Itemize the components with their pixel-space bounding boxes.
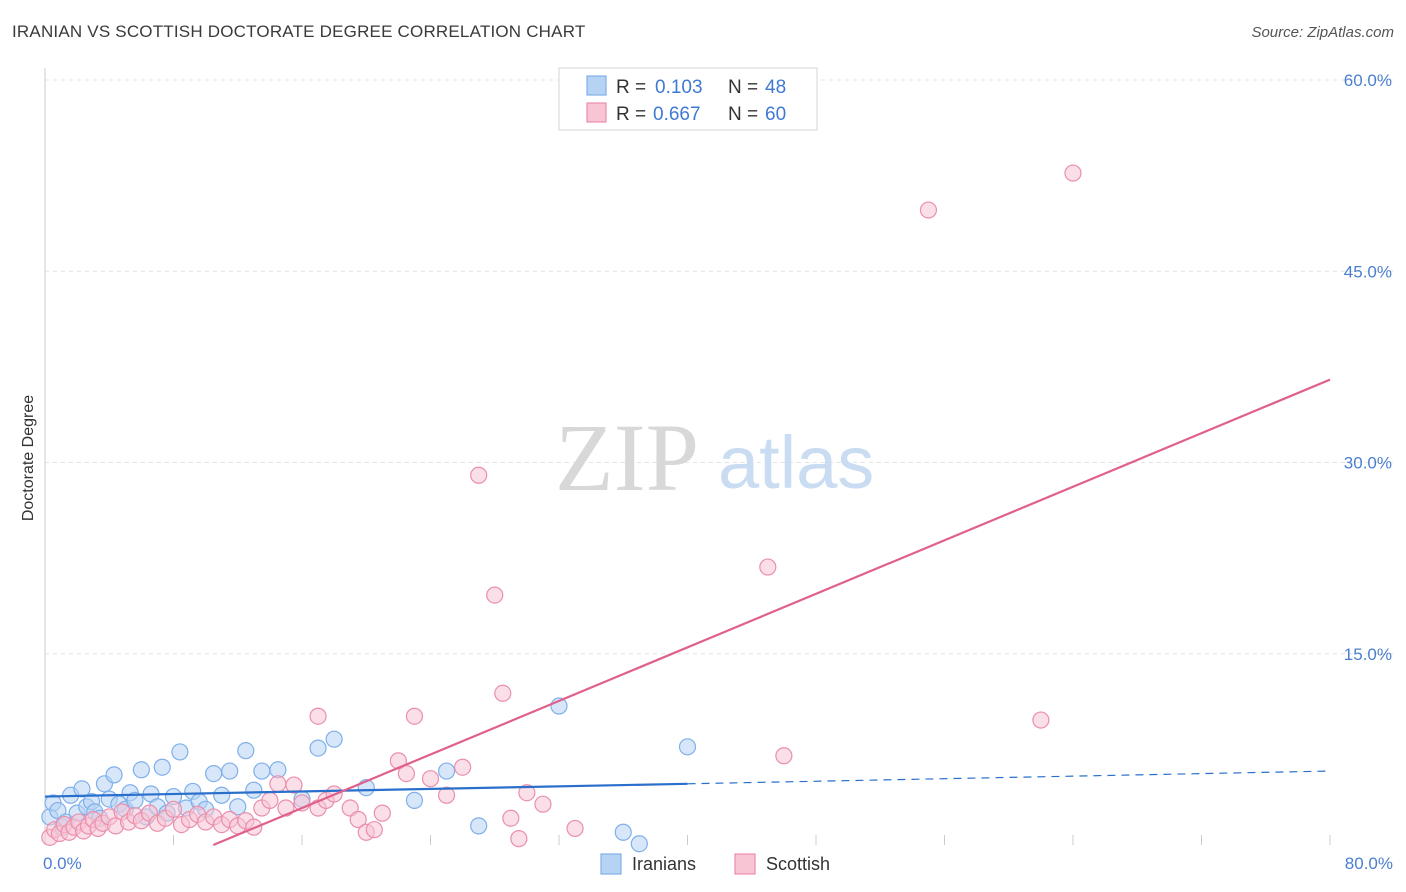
x-tick-label: 80.0% [1345,854,1393,873]
bottom-legend-swatch-iranians [600,853,622,875]
legend-r-label-iranians: R = [616,77,646,98]
data-point-scottish [470,466,488,484]
watermark-atlas: atlas [718,421,874,504]
data-point-scottish [261,791,279,809]
legend-n-value-scottish: 60 [765,104,786,125]
data-point-iranians [205,764,223,783]
x-tick-label: 0.0% [43,854,82,873]
chart-title: IRANIAN VS SCOTTISH DOCTORATE DEGREE COR… [12,22,586,41]
points-layer [41,164,1082,853]
data-point-scottish [518,784,536,802]
bottom-legend-label-scottish: Scottish [766,854,830,874]
data-point-iranians [213,786,231,804]
data-point-scottish [1064,164,1082,182]
data-point-iranians [325,730,343,748]
legend-n-value-iranians: 48 [765,77,786,98]
data-point-scottish [510,830,528,848]
legend-n-label-scottish: N = [728,104,758,125]
legend-swatch-scottish [586,102,607,123]
data-point-iranians [678,738,697,756]
legend-r-label-scottish: R = [616,104,646,125]
data-point-scottish [373,804,391,822]
y-tick-label: 60.0% [1344,71,1392,90]
watermark-zip: ZIP [555,404,699,511]
data-point-scottish [454,758,472,776]
stats-legend: R = 0.103 N = 48 R = 0.667 N = 60 [558,67,818,131]
data-point-iranians [237,742,255,760]
data-point-iranians [229,798,247,816]
data-point-scottish [421,770,440,788]
data-point-scottish [759,558,777,576]
data-point-iranians [437,762,456,780]
data-point-scottish [405,707,424,725]
data-point-iranians [470,817,488,835]
data-point-scottish [269,775,287,793]
trend-layer [44,378,1331,847]
data-point-iranians [245,781,263,799]
data-point-scottish [285,776,303,794]
source-label: Source: ZipAtlas.com [1251,24,1394,41]
data-point-iranians [153,758,171,776]
data-point-iranians [221,762,239,780]
y-tick-label: 30.0% [1344,454,1392,473]
data-point-scottish [919,201,938,219]
series-legend: Iranians Scottish [600,853,830,875]
trend-line-iranians [44,782,688,798]
data-point-iranians [309,739,327,757]
grid-layer [45,79,1395,655]
legend-swatch-iranians [586,75,607,96]
data-point-scottish [566,819,584,838]
data-point-iranians [405,791,424,809]
data-point-iranians [171,743,189,761]
data-point-iranians [253,762,271,780]
data-point-scottish [486,586,504,604]
data-point-scottish [365,821,383,839]
watermark: ZIP atlas [555,404,874,511]
data-point-scottish [494,684,512,702]
bottom-legend-label-iranians: Iranians [632,854,696,874]
data-point-scottish [534,795,552,813]
data-point-scottish [309,707,327,725]
y-tick-label: 15.0% [1344,645,1392,664]
trend-extension-iranians [687,770,1331,785]
data-point-scottish [164,800,183,818]
y-tick-label: 45.0% [1344,262,1392,281]
axes-layer: 15.0% 30.0% 45.0% 60.0% 0.0% 80.0% [43,68,1393,873]
trend-line-scottish [212,378,1331,847]
data-point-iranians [614,823,632,841]
data-point-scottish [349,810,367,829]
bottom-legend-swatch-scottish [734,853,756,875]
data-point-scottish [1032,711,1050,729]
data-point-scottish [437,786,456,804]
y-axis-label: Doctorate Degree [20,395,37,521]
legend-r-value-scottish: 0.667 [653,104,701,125]
data-point-iranians [630,835,648,853]
data-point-scottish [502,809,520,827]
data-point-iranians [105,766,123,784]
legend-n-label-iranians: N = [728,77,758,98]
data-point-iranians [132,761,150,779]
data-point-scottish [775,747,793,765]
legend-r-value-iranians: 0.103 [655,77,703,98]
